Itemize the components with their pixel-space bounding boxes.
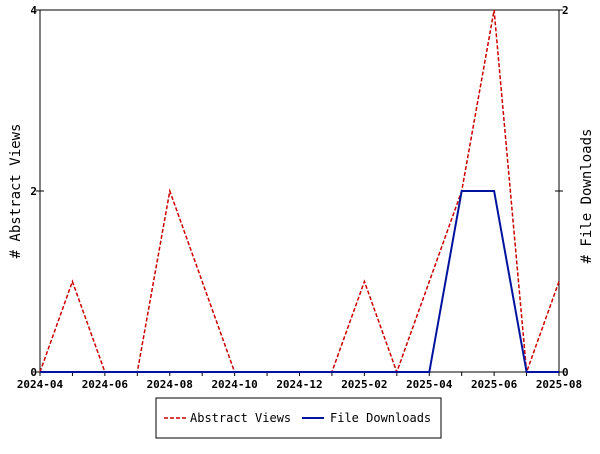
x-tick-label: 2025-04 <box>406 378 453 391</box>
legend: Abstract Views File Downloads <box>155 397 442 439</box>
x-tick-label: 2024-10 <box>211 378 257 391</box>
y-right-tick-label: 2 <box>562 4 569 17</box>
x-tick-label: 2024-12 <box>276 378 322 391</box>
y-right-tick-label: 0 <box>562 366 569 379</box>
x-tick-label: 2025-02 <box>341 378 387 391</box>
x-tick-label: 2024-04 <box>17 378 64 391</box>
x-tick-label: 2025-08 <box>536 378 582 391</box>
legend-label-file-downloads: File Downloads <box>330 411 431 425</box>
y-axis-right-title: # File Downloads <box>579 129 595 264</box>
x-tick-label: 2024-08 <box>147 378 193 391</box>
legend-box <box>155 397 442 439</box>
y-left-tick-label: 0 <box>30 366 37 379</box>
y-axis-left-title: # Abstract Views <box>8 124 24 259</box>
legend-label-abstract-views: Abstract Views <box>190 411 291 425</box>
x-tick-label: 2024-06 <box>82 378 129 391</box>
series-line-file-downloads <box>40 190 559 373</box>
x-tick-label: 2025-06 <box>471 378 518 391</box>
y-left-tick-label: 4 <box>30 4 37 17</box>
y-left-tick-label: 2 <box>30 185 37 198</box>
